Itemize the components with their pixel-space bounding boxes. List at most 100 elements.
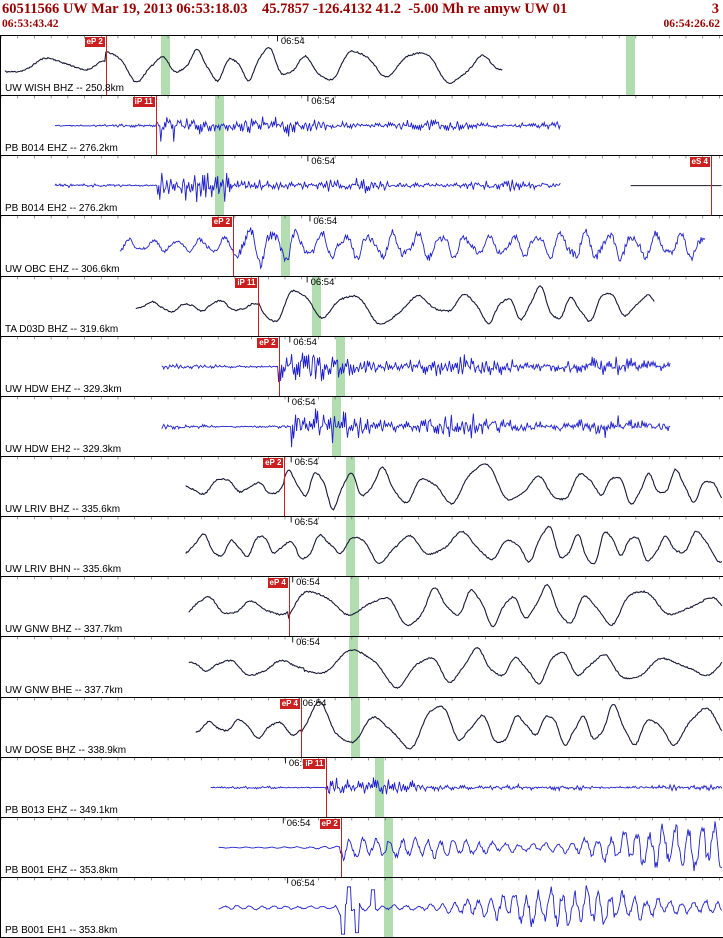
pick-line	[258, 276, 260, 336]
minute-label: 06:54	[313, 216, 338, 228]
pick-line	[233, 216, 235, 276]
minute-label: 06:54	[280, 36, 305, 47]
waveform-plot	[1, 396, 720, 448]
station-distance-label: UW HDW EH2 -- 329.3km	[5, 443, 122, 455]
station-distance-label: PB B014 EH2 -- 276.2km	[5, 203, 118, 215]
station-distance-label: PB B001 EHZ -- 353.8km	[5, 864, 118, 876]
trace-row[interactable]: 06:54 eP 2 PB B001 EHZ -- 353.8km	[1, 817, 723, 878]
station-distance-label: UW LRIV BHN -- 335.6km	[5, 564, 122, 576]
phase-pick-flag[interactable]: eP 2	[319, 818, 340, 829]
phase-pick-flag[interactable]: eP 2	[263, 457, 284, 468]
minute-label: 06:54	[294, 517, 319, 529]
event-summary-line: 60511566 UW Mar 19, 2013 06:53:18.03 45.…	[0, 0, 723, 18]
predicted-arrival-band	[350, 577, 359, 637]
minute-label: 06:54	[294, 456, 319, 468]
predicted-arrival-band	[346, 456, 356, 517]
station-distance-label: UW GNW BHE -- 337.7km	[5, 684, 123, 696]
phase-pick-flag[interactable]: iP 11	[303, 758, 326, 769]
minute-label: 06:54	[293, 336, 317, 348]
trace-list: 06:54 eP 2 UW WISH BHZ -- 250.8km 06:54 iP 1…	[0, 35, 723, 938]
predicted-arrival-band	[332, 396, 341, 456]
waveform-plot	[1, 517, 723, 565]
event-summary-trailing: 3	[711, 1, 719, 17]
pick-line	[105, 36, 107, 96]
predicted-arrival-band	[161, 36, 171, 96]
waveform-plot	[1, 276, 720, 325]
window-end-time: 06:54:26.62	[663, 18, 720, 30]
station-distance-label: UW DOSE BHZ -- 338.9km	[5, 744, 127, 756]
minute-label: 06:54	[310, 276, 335, 288]
minute-label: 06:54	[286, 817, 311, 829]
phase-pick-flag[interactable]: iP 11	[235, 277, 258, 288]
waveform-plot	[1, 36, 720, 84]
minute-label: 06:54	[296, 637, 320, 649]
station-distance-label: PB B013 EHZ -- 349.1km	[5, 804, 118, 816]
pick-line	[288, 577, 290, 637]
trace-row[interactable]: 06:54 UW LRIV BHN -- 335.6km	[1, 517, 723, 578]
station-distance-label: UW OBC EHZ -- 306.6km	[5, 263, 120, 275]
minute-label: 06:54	[288, 757, 313, 769]
waveform-plot	[1, 817, 723, 872]
waveform-plot	[1, 456, 723, 511]
station-distance-label: UW LRIV BHZ -- 335.6km	[5, 504, 121, 516]
trace-row[interactable]: 06:54 eP 2 UW WISH BHZ -- 250.8km	[1, 36, 723, 97]
minute-label: 06:54	[296, 577, 320, 589]
minute-label: 06:54	[291, 877, 315, 889]
phase-pick-flag[interactable]: eP 2	[211, 217, 233, 228]
phase-pick-flag[interactable]: iP 11	[132, 97, 155, 108]
minute-label: 06:54	[311, 96, 336, 108]
trace-row[interactable]: 06:54 eP 2 UW HDW EHZ -- 329.3km	[1, 336, 723, 397]
waveform-plot	[1, 637, 723, 690]
predicted-arrival-band	[336, 336, 346, 396]
pick-line	[711, 156, 712, 216]
pick-line	[155, 96, 157, 156]
waveform-plot	[1, 336, 720, 382]
station-distance-label: PB B001 EH1 -- 353.8km	[5, 925, 118, 937]
trace-row[interactable]: 06:54 eP 4 UW DOSE BHZ -- 338.9km	[1, 697, 723, 758]
pick-line	[326, 757, 328, 817]
trace-row[interactable]: 06:54 iP 11 PB B013 EHZ -- 349.1km	[1, 757, 723, 818]
predicted-arrival-band	[384, 817, 393, 877]
waveform-plot	[1, 877, 723, 935]
phase-pick-flag[interactable]: eP 2	[84, 37, 105, 47]
station-distance-label: UW WISH BHZ -- 250.8km	[5, 83, 124, 95]
predicted-arrival-band	[626, 36, 636, 96]
window-start-time: 06:53:43.42	[2, 18, 59, 30]
minute-label: 06:54	[311, 156, 336, 168]
station-distance-label: UW GNW BHZ -- 337.7km	[5, 624, 123, 636]
pick-line	[301, 697, 302, 757]
trace-row[interactable]: 06:54 UW GNW BHE -- 337.7km	[1, 637, 723, 698]
trace-row[interactable]: 06:54 eP 2 UW OBC EHZ -- 306.6km	[1, 216, 723, 277]
trace-row[interactable]: 06:54 eP 2 UW LRIV BHZ -- 335.6km	[1, 456, 723, 518]
pick-line	[278, 336, 280, 396]
phase-pick-flag[interactable]: eP 2	[257, 337, 278, 348]
predicted-arrival-band	[214, 156, 224, 216]
predicted-arrival-band	[384, 877, 393, 938]
predicted-arrival-band	[348, 637, 358, 697]
trace-row[interactable]: 06:54 iP 11 TA D03D BHZ -- 319.6km	[1, 276, 723, 337]
station-distance-label: PB B014 EHZ -- 276.2km	[5, 143, 118, 155]
phase-pick-flag[interactable]: eP 4	[267, 578, 288, 589]
event-summary-text: 60511566 UW Mar 19, 2013 06:53:18.03 45.…	[2, 1, 568, 17]
station-distance-label: UW HDW EHZ -- 329.3km	[5, 383, 122, 395]
phase-pick-flag[interactable]: eS 4	[689, 157, 710, 168]
waveform-plot	[1, 216, 720, 271]
waveform-plot	[1, 156, 722, 203]
event-header: 60511566 UW Mar 19, 2013 06:53:18.03 45.…	[0, 0, 723, 35]
predicted-arrival-band	[350, 697, 360, 757]
trace-row[interactable]: 06:54 iP 11 PB B014 EHZ -- 276.2km	[1, 96, 723, 157]
trace-row[interactable]: 06:54 PB B001 EH1 -- 353.8km	[1, 877, 723, 938]
predicted-arrival-band	[281, 216, 291, 276]
time-window-line: 06:53:43.42 06:54:26.62	[0, 18, 723, 31]
predicted-arrival-band	[311, 276, 321, 336]
phase-pick-flag[interactable]: eP 4	[279, 698, 300, 709]
trace-row[interactable]: 06:54 UW HDW EH2 -- 329.3km	[1, 396, 723, 457]
minute-label: 06:54	[291, 396, 316, 408]
predicted-arrival-band	[214, 96, 224, 156]
predicted-arrival-band	[346, 517, 356, 577]
waveform-plot	[1, 577, 723, 628]
minute-label: 06:54	[302, 697, 327, 709]
trace-row[interactable]: 06:54 eS 4 PB B014 EH2 -- 276.2km	[1, 156, 723, 217]
trace-row[interactable]: 06:54 eP 4 UW GNW BHZ -- 337.7km	[1, 577, 723, 638]
